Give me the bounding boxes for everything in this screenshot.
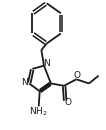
Text: N: N: [43, 58, 50, 68]
Text: NH$_2$: NH$_2$: [29, 106, 47, 118]
Text: O: O: [65, 98, 72, 107]
Text: O: O: [73, 71, 80, 80]
Text: N: N: [21, 78, 28, 87]
